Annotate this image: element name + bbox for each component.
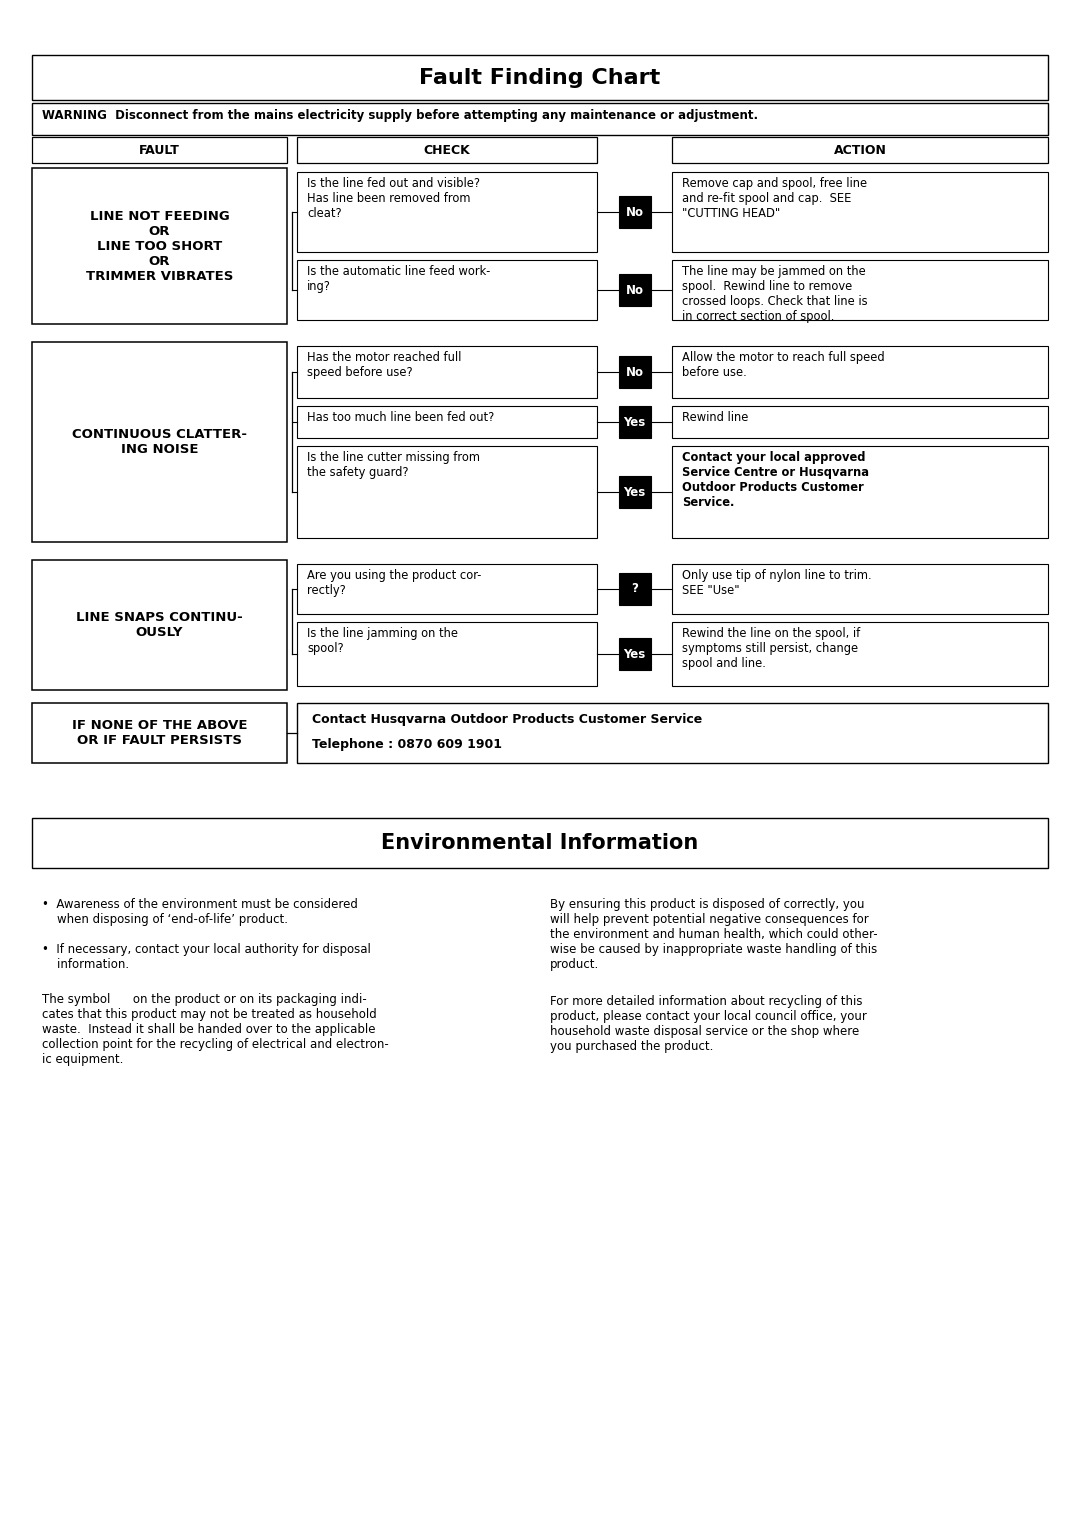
Bar	[619, 407, 650, 437]
Bar	[32, 55, 1048, 99]
Bar	[297, 622, 597, 687]
Bar	[32, 168, 287, 324]
Bar	[672, 622, 1048, 687]
Bar	[32, 342, 287, 541]
Text: Only use tip of nylon line to trim.
SEE "Use": Only use tip of nylon line to trim. SEE …	[681, 569, 872, 596]
Bar	[297, 138, 597, 164]
Text: Yes: Yes	[623, 647, 646, 661]
Bar	[619, 196, 650, 228]
Bar	[297, 564, 597, 615]
Bar	[672, 260, 1048, 320]
Bar	[672, 446, 1048, 538]
Bar	[297, 346, 597, 398]
Text: No: No	[625, 283, 644, 297]
Text: LINE NOT FEEDING
OR
LINE TOO SHORT
OR
TRIMMER VIBRATES: LINE NOT FEEDING OR LINE TOO SHORT OR TR…	[85, 209, 233, 283]
Text: Contact Husqvarna Outdoor Products Customer Service: Contact Husqvarna Outdoor Products Custo…	[312, 713, 702, 726]
Text: •  If necessary, contact your local authority for disposal
    information.: • If necessary, contact your local autho…	[42, 942, 370, 971]
Text: Telephone : 0870 609 1901: Telephone : 0870 609 1901	[312, 737, 502, 751]
Text: ?: ?	[631, 583, 638, 595]
Bar	[672, 407, 1048, 437]
Text: Is the line jamming on the
spool?: Is the line jamming on the spool?	[307, 627, 458, 654]
Bar	[619, 356, 650, 388]
Bar	[297, 171, 597, 252]
Text: Is the line cutter missing from
the safety guard?: Is the line cutter missing from the safe…	[307, 451, 480, 479]
Text: LINE SNAPS CONTINU-
OUSLY: LINE SNAPS CONTINU- OUSLY	[76, 612, 243, 639]
Text: Has too much line been fed out?: Has too much line been fed out?	[307, 411, 495, 424]
Text: WARNING  Disconnect from the mains electricity supply before attempting any main: WARNING Disconnect from the mains electr…	[42, 109, 758, 122]
Bar	[619, 573, 650, 605]
Bar	[619, 476, 650, 508]
Text: Allow the motor to reach full speed
before use.: Allow the motor to reach full speed befo…	[681, 352, 885, 379]
Bar	[297, 407, 597, 437]
Text: The line may be jammed on the
spool.  Rewind line to remove
crossed loops. Check: The line may be jammed on the spool. Rew…	[681, 265, 867, 323]
Text: No: No	[625, 205, 644, 219]
Bar	[619, 274, 650, 306]
Text: Rewind the line on the spool, if
symptoms still persist, change
spool and line.: Rewind the line on the spool, if symptom…	[681, 627, 861, 670]
Text: Remove cap and spool, free line
and re-fit spool and cap.  SEE
"CUTTING HEAD": Remove cap and spool, free line and re-f…	[681, 177, 867, 220]
Text: Is the line fed out and visible?
Has line been removed from
cleat?: Is the line fed out and visible? Has lin…	[307, 177, 480, 220]
Text: The symbol      on the product or on its packaging indi-
cates that this product: The symbol on the product or on its pack…	[42, 992, 389, 1066]
Bar	[297, 703, 1048, 763]
Bar	[32, 138, 287, 164]
Bar	[32, 818, 1048, 867]
Text: •  Awareness of the environment must be considered
    when disposing of ‘end-of: • Awareness of the environment must be c…	[42, 898, 357, 925]
Text: CHECK: CHECK	[423, 144, 471, 156]
Text: Has the motor reached full
speed before use?: Has the motor reached full speed before …	[307, 352, 461, 379]
Text: ACTION: ACTION	[834, 144, 887, 156]
Text: Contact your local approved
Service Centre or Husqvarna
Outdoor Products Custome: Contact your local approved Service Cent…	[681, 451, 869, 509]
Text: For more detailed information about recycling of this
product, please contact yo: For more detailed information about recy…	[550, 995, 867, 1053]
Text: Yes: Yes	[623, 416, 646, 428]
Bar	[32, 703, 287, 763]
Text: Are you using the product cor-
rectly?: Are you using the product cor- rectly?	[307, 569, 482, 596]
Bar	[297, 260, 597, 320]
Text: No: No	[625, 365, 644, 379]
Bar	[672, 346, 1048, 398]
Text: Is the automatic line feed work-
ing?: Is the automatic line feed work- ing?	[307, 265, 490, 294]
Bar	[619, 638, 650, 670]
Bar	[672, 171, 1048, 252]
Text: CONTINUOUS CLATTER-
ING NOISE: CONTINUOUS CLATTER- ING NOISE	[72, 428, 247, 456]
Bar	[32, 102, 1048, 135]
Bar	[32, 560, 287, 690]
Bar	[672, 138, 1048, 164]
Text: By ensuring this product is disposed of correctly, you
will help prevent potenti: By ensuring this product is disposed of …	[550, 898, 878, 971]
Text: FAULT: FAULT	[139, 144, 180, 156]
Text: Rewind line: Rewind line	[681, 411, 748, 424]
Text: IF NONE OF THE ABOVE
OR IF FAULT PERSISTS: IF NONE OF THE ABOVE OR IF FAULT PERSIST…	[71, 719, 247, 746]
Text: Yes: Yes	[623, 486, 646, 498]
Bar	[297, 446, 597, 538]
Bar	[672, 564, 1048, 615]
Text: Fault Finding Chart: Fault Finding Chart	[419, 67, 661, 87]
Text: Environmental Information: Environmental Information	[381, 833, 699, 853]
